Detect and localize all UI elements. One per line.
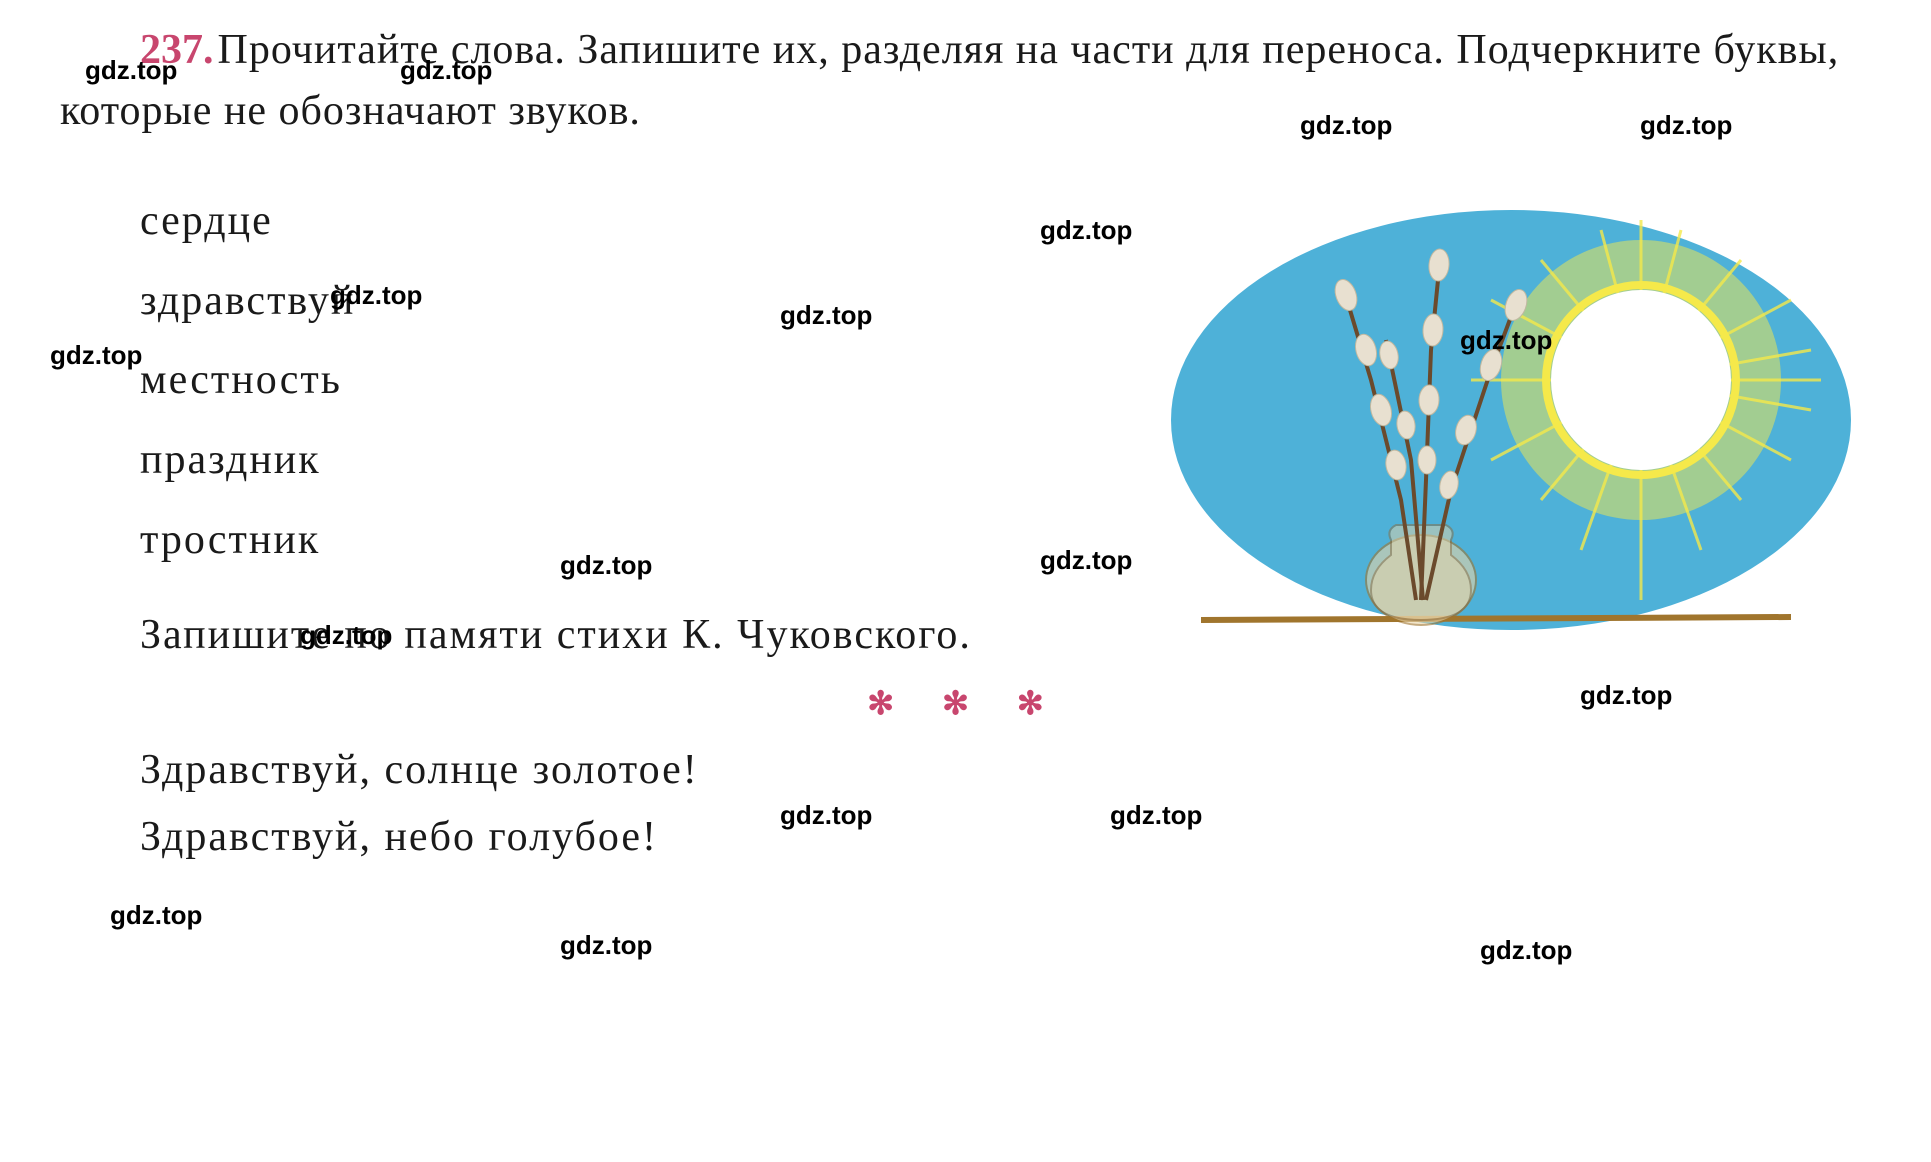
watermark: gdz.top <box>1480 935 1572 966</box>
willow-sun-illustration <box>1171 200 1851 660</box>
poem-line: Здравствуй, солнце золотое! <box>140 737 1871 804</box>
instruction-block: 237. Прочитайте слова. Запишите их, разд… <box>60 20 1871 142</box>
watermark: gdz.top <box>110 900 202 931</box>
illustration-svg <box>1171 200 1851 660</box>
watermark: gdz.top <box>560 930 652 961</box>
asterisk-separator: ✻ ✻ ✻ <box>60 684 1871 722</box>
poem-block: Здравствуй, солнце золотое! Здравствуй, … <box>60 737 1871 871</box>
poem-line: Здравствуй, небо голубое! <box>140 804 1871 871</box>
watermark: gdz.top <box>50 340 142 371</box>
instruction-text: Прочитайте слова. Запишите их, разделяя … <box>60 27 1839 134</box>
exercise-number: 237. <box>140 27 214 73</box>
